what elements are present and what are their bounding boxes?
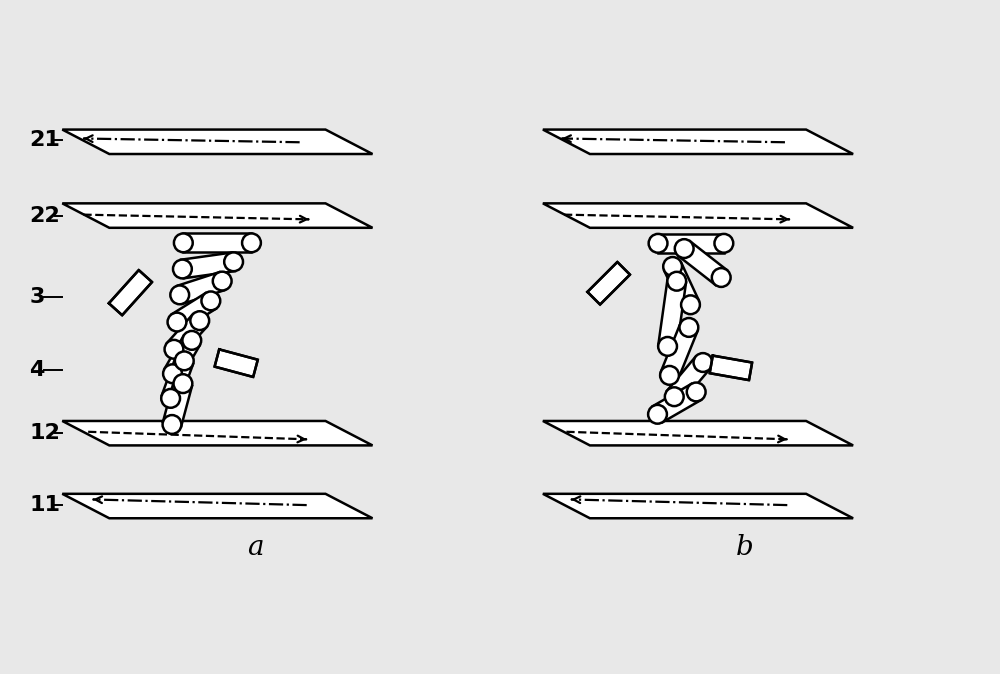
Polygon shape	[661, 324, 698, 379]
Ellipse shape	[667, 272, 686, 290]
Text: 4: 4	[29, 360, 45, 380]
Ellipse shape	[168, 313, 186, 332]
Polygon shape	[653, 384, 701, 423]
Polygon shape	[62, 421, 372, 446]
Polygon shape	[658, 280, 686, 348]
Ellipse shape	[649, 234, 667, 253]
Ellipse shape	[201, 291, 220, 310]
Polygon shape	[62, 204, 372, 228]
Ellipse shape	[663, 257, 682, 276]
Polygon shape	[167, 314, 207, 356]
Ellipse shape	[173, 259, 192, 278]
Polygon shape	[543, 494, 853, 518]
Ellipse shape	[658, 337, 677, 356]
Ellipse shape	[648, 405, 667, 424]
Ellipse shape	[161, 389, 180, 408]
Polygon shape	[62, 129, 372, 154]
Polygon shape	[215, 349, 258, 377]
Ellipse shape	[165, 340, 183, 359]
Ellipse shape	[182, 331, 201, 350]
Ellipse shape	[242, 233, 261, 252]
Polygon shape	[162, 358, 193, 402]
Ellipse shape	[679, 318, 698, 337]
Polygon shape	[164, 336, 200, 378]
Ellipse shape	[213, 272, 232, 290]
Polygon shape	[181, 253, 235, 278]
Polygon shape	[710, 356, 752, 380]
Ellipse shape	[681, 295, 700, 314]
Ellipse shape	[660, 366, 679, 385]
Polygon shape	[172, 293, 216, 330]
Text: 21: 21	[29, 130, 60, 150]
Text: 22: 22	[29, 206, 60, 226]
Ellipse shape	[190, 311, 209, 330]
Text: b: b	[736, 534, 754, 561]
Polygon shape	[587, 262, 630, 305]
Text: 11: 11	[29, 495, 60, 515]
Polygon shape	[177, 272, 225, 304]
Polygon shape	[163, 381, 192, 427]
Polygon shape	[667, 357, 710, 403]
Polygon shape	[62, 494, 372, 518]
Ellipse shape	[170, 286, 189, 304]
Ellipse shape	[163, 415, 181, 434]
Text: 3: 3	[29, 287, 45, 307]
Ellipse shape	[714, 234, 733, 253]
Ellipse shape	[175, 351, 194, 370]
Text: a: a	[247, 534, 263, 561]
Polygon shape	[543, 421, 853, 446]
Ellipse shape	[163, 365, 182, 383]
Polygon shape	[678, 241, 727, 285]
Polygon shape	[183, 233, 251, 252]
Text: 12: 12	[29, 423, 60, 443]
Polygon shape	[543, 204, 853, 228]
Ellipse shape	[174, 233, 193, 252]
Polygon shape	[543, 129, 853, 154]
Ellipse shape	[694, 353, 712, 372]
Ellipse shape	[712, 268, 731, 287]
Polygon shape	[109, 270, 152, 315]
Polygon shape	[664, 262, 699, 309]
Ellipse shape	[665, 388, 684, 406]
Polygon shape	[658, 234, 724, 253]
Ellipse shape	[687, 383, 706, 401]
Ellipse shape	[224, 252, 243, 271]
Ellipse shape	[675, 239, 694, 258]
Ellipse shape	[174, 374, 192, 393]
